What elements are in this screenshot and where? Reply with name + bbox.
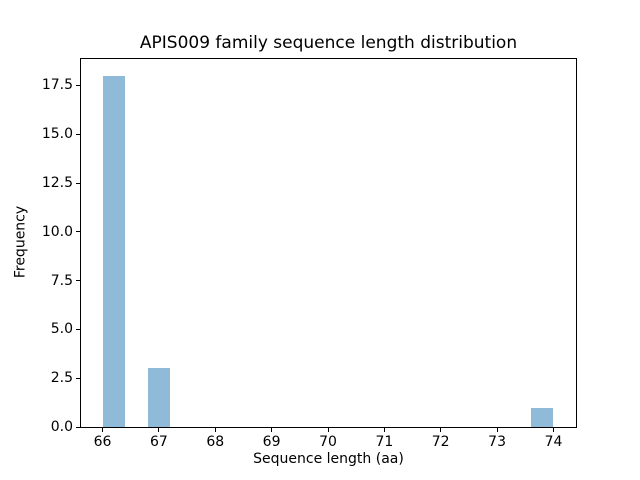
y-tick-mark — [76, 182, 80, 184]
x-tick-mark — [496, 428, 498, 432]
x-tick-mark — [440, 428, 442, 432]
histogram-bar — [530, 407, 554, 427]
y-tick-label: 2.5 — [50, 370, 73, 387]
x-tick-mark — [102, 428, 103, 432]
x-tick-label: 74 — [544, 434, 563, 450]
plot-area — [80, 58, 577, 428]
y-tick-label: 15.0 — [41, 126, 73, 143]
x-tick-label: 69 — [262, 434, 281, 450]
x-tick-mark — [271, 428, 273, 432]
x-tick-label: 72 — [431, 434, 450, 450]
y-tick-label: 5.0 — [50, 321, 73, 338]
y-tick-mark — [76, 231, 80, 233]
x-tick-label: 67 — [149, 434, 168, 450]
y-tick-label: 7.5 — [50, 272, 73, 289]
x-tick-mark — [327, 428, 329, 432]
y-tick-mark — [76, 377, 80, 379]
y-tick-label: 0.0 — [50, 419, 73, 435]
x-tick-label: 68 — [206, 434, 225, 450]
y-tick-mark — [76, 133, 80, 135]
y-tick-mark — [76, 426, 80, 428]
y-axis-label: Frequency — [12, 205, 29, 279]
histogram-bar — [147, 368, 171, 427]
chart-title: APIS009 family sequence length distribut… — [139, 33, 518, 53]
x-tick-mark — [553, 428, 554, 432]
x-tick-label: 71 — [375, 434, 394, 450]
y-tick-label: 12.5 — [41, 175, 73, 191]
x-tick-mark — [158, 428, 160, 432]
x-tick-label: 73 — [488, 434, 506, 450]
histogram-bar — [102, 75, 125, 427]
x-tick-label: 66 — [93, 434, 112, 450]
y-tick-mark — [76, 84, 80, 86]
y-tick-label: 10.0 — [41, 223, 73, 240]
x-tick-mark — [214, 428, 216, 432]
x-tick-label: 70 — [319, 434, 337, 450]
x-tick-mark — [383, 428, 385, 432]
y-tick-mark — [76, 328, 80, 330]
y-tick-mark — [76, 280, 80, 282]
y-tick-label: 17.5 — [41, 77, 73, 94]
x-axis-label: Sequence length (aa) — [253, 451, 404, 467]
